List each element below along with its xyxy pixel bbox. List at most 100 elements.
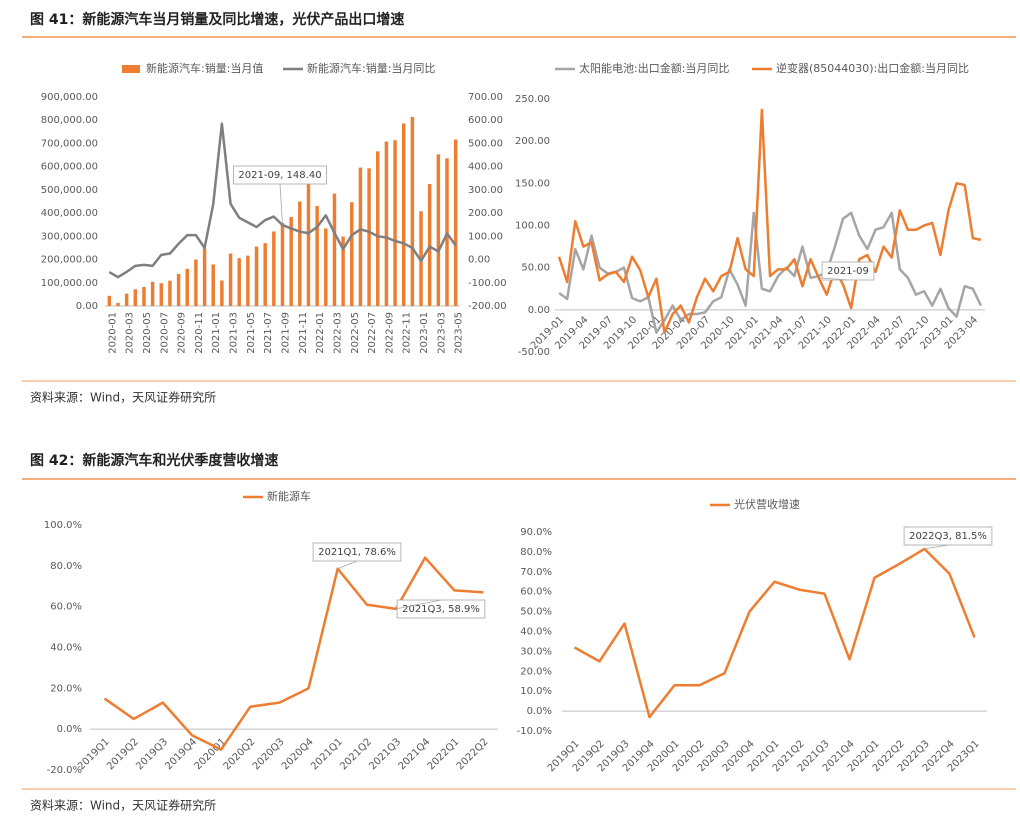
x-tick-label: 2020-05 (142, 312, 153, 354)
bar (410, 116, 415, 307)
legend-label: 新能源车 (267, 489, 311, 503)
x-tick-label: 2022-03 (332, 312, 343, 354)
x-tick-label: 2021-07 (263, 312, 274, 354)
y-tick-label: 0.0% (527, 706, 552, 717)
x-tick-label: 2020-03 (125, 312, 136, 354)
bar (393, 140, 397, 306)
bar (436, 154, 441, 306)
bar (228, 253, 233, 306)
y2-tick-label: 600.00 (468, 115, 503, 126)
y-tick-label: 900,000.00 (41, 92, 98, 103)
legend-swatch (122, 65, 140, 73)
bar (401, 123, 406, 307)
legend-label: 逆变器(85044030):出口金额:当月同比 (776, 61, 969, 75)
x-tick-label: 2023-01 (419, 312, 430, 354)
x-tick-label: 2023-05 (454, 312, 465, 354)
y-tick-label: 250.00 (515, 94, 550, 105)
x-tick-label: 2022-11 (402, 312, 413, 354)
y2-tick-label: 400.00 (468, 162, 503, 173)
bar (306, 182, 311, 306)
legend-label: 新能源汽车:销量:当月值 (146, 61, 263, 75)
y2-tick-label: -100.00 (468, 278, 507, 289)
y-tick-label: 50.00 (521, 263, 550, 274)
y-tick-label: 40.0% (520, 627, 552, 638)
y-tick-label: -20.0% (47, 765, 82, 776)
bar (133, 289, 138, 306)
bar (142, 286, 146, 306)
bar (220, 280, 224, 306)
y-tick-label: 0.0% (57, 724, 82, 735)
x-tick-label: 2022-09 (384, 312, 395, 354)
x-tick-label: 2023-03 (436, 312, 447, 354)
bar (350, 202, 354, 306)
y-tick-label: 500,000.00 (41, 185, 98, 196)
bar (376, 151, 380, 306)
bar (315, 205, 319, 306)
bar (453, 139, 458, 306)
y-tick-label: 40.0% (50, 643, 82, 654)
bar (116, 302, 120, 306)
y-tick-label: 80.0% (520, 547, 552, 558)
y-tick-label: 800,000.00 (41, 115, 98, 126)
y2-tick-label: 700.00 (468, 92, 503, 103)
annotation-pointer (337, 560, 358, 570)
x-tick-label: 2021-09 (281, 312, 292, 354)
y-tick-label: 30.0% (520, 646, 552, 657)
y2-tick-label: 500.00 (468, 138, 503, 149)
y-tick-label: 200.00 (515, 136, 550, 147)
annotation: 2022Q3, 81.5% (909, 531, 987, 542)
y-tick-label: -10.0% (517, 726, 552, 737)
line (573, 547, 976, 719)
annotation: 2021Q1, 78.6% (318, 547, 396, 558)
bar (159, 283, 164, 306)
annotation: 2021Q3, 58.9% (402, 604, 480, 615)
y-tick-label: 80.0% (50, 561, 82, 572)
bar (445, 158, 449, 306)
y-tick-label: 700,000.00 (41, 138, 98, 149)
y2-tick-label: 0.00 (468, 255, 490, 266)
x-tick-label: 2020-07 (159, 312, 170, 354)
bar (150, 281, 155, 306)
bar (358, 167, 363, 306)
x-tick-label: 2022-01 (315, 312, 326, 354)
x-tick-label: 2021-05 (246, 312, 257, 354)
x-tick-label: 2020-01 (107, 312, 118, 354)
x-tick-label: 2021-11 (298, 312, 309, 354)
x-tick-label: 2022Q2 (455, 736, 491, 772)
x-tick-label: 2020-09 (177, 312, 188, 354)
x-tick-label: 2022-05 (350, 312, 361, 354)
bar (254, 246, 259, 306)
y-tick-label: 0.00 (76, 301, 98, 312)
y2-tick-label: 100.00 (468, 231, 503, 242)
bar (332, 193, 337, 306)
bar (211, 264, 215, 306)
bar (202, 248, 207, 306)
annotation-pointer (395, 599, 442, 610)
y2-tick-label: -200.00 (468, 301, 507, 312)
figure-title: 图 41：新能源汽车当月销量及同比增速，光伏产品出口增速 (30, 11, 404, 28)
y-tick-label: 0.00 (528, 305, 550, 316)
bar (367, 168, 371, 306)
source: 资料来源：Wind，天风证券研究所 (30, 798, 216, 813)
annotation-pointer (818, 277, 849, 281)
bar (263, 243, 267, 306)
y-tick-label: 10.0% (520, 686, 552, 697)
bar (246, 255, 250, 306)
legend-label: 光伏营收增速 (734, 497, 800, 511)
bar (168, 280, 172, 306)
x-tick-label: 2020-11 (194, 312, 205, 354)
y2-tick-label: 300.00 (468, 185, 503, 196)
y-tick-label: 100.00 (515, 221, 550, 232)
y-tick-label: 300,000.00 (41, 231, 98, 242)
y-tick-label: 400,000.00 (41, 208, 98, 219)
y2-tick-label: 200.00 (468, 208, 503, 219)
y-tick-label: 60.0% (50, 602, 82, 613)
y-tick-label: 150.00 (515, 178, 550, 189)
line (558, 211, 983, 334)
bar (107, 295, 112, 306)
y-tick-label: 50.0% (520, 607, 552, 618)
annotation-pointer (924, 544, 949, 550)
y-tick-label: 90.0% (520, 527, 552, 538)
bar (194, 259, 198, 306)
